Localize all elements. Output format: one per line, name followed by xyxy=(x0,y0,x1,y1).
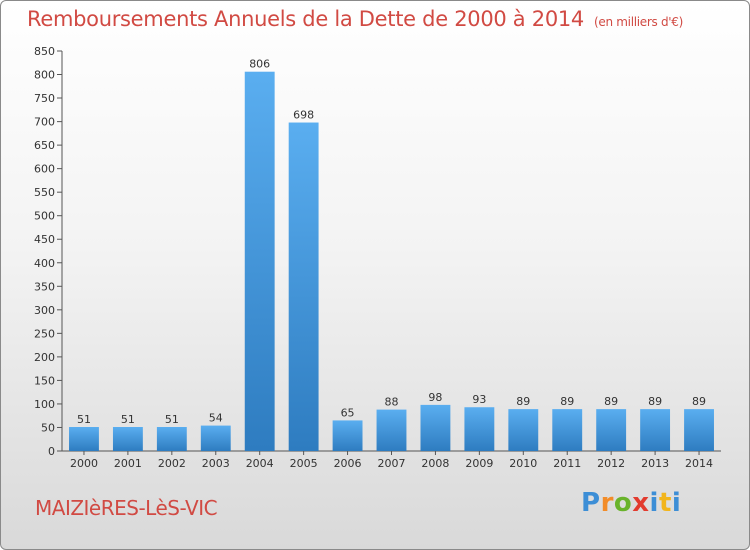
data-label: 51 xyxy=(165,413,179,426)
y-tick-label: 650 xyxy=(34,139,55,152)
y-tick-label: 500 xyxy=(34,210,55,223)
data-label: 54 xyxy=(209,412,223,425)
y-tick-label: 400 xyxy=(34,257,55,270)
bar-2010 xyxy=(508,409,539,451)
data-label: 89 xyxy=(648,395,662,408)
y-tick-label: 0 xyxy=(48,445,55,458)
x-tick-label: 2008 xyxy=(421,457,449,470)
x-tick-label: 2013 xyxy=(641,457,669,470)
data-label: 89 xyxy=(516,395,530,408)
logo-letter: x xyxy=(632,488,650,518)
y-tick-label: 200 xyxy=(34,351,55,364)
chart-title-text: Remboursements Annuels de la Dette de 20… xyxy=(27,7,584,31)
y-tick-label: 50 xyxy=(41,421,55,434)
bar-2000 xyxy=(69,427,99,451)
chart-title: Remboursements Annuels de la Dette de 20… xyxy=(27,7,683,31)
bar-2011 xyxy=(552,409,583,451)
x-tick-label: 2007 xyxy=(378,457,406,470)
bar-2014 xyxy=(684,409,714,451)
x-tick-label: 2004 xyxy=(246,457,274,470)
logo-letter: o xyxy=(613,488,633,518)
data-label: 89 xyxy=(560,395,574,408)
y-tick-label: 300 xyxy=(34,304,55,317)
proxiti-logo[interactable]: Proxiti xyxy=(581,488,681,518)
y-tick-label: 150 xyxy=(34,374,55,387)
data-label: 89 xyxy=(604,395,618,408)
chart-bars: 51 51 51 54 806 698 65 88 98 93 89 89 89 89 89 xyxy=(69,58,714,452)
chart-subtitle: (en milliers d'€) xyxy=(594,15,684,29)
x-tick-label: 2011 xyxy=(553,457,581,470)
x-tick-label: 2003 xyxy=(202,457,230,470)
bar-2008 xyxy=(420,404,451,451)
data-label: 93 xyxy=(472,393,486,406)
data-label: 51 xyxy=(121,413,135,426)
y-tick-label: 100 xyxy=(34,398,55,411)
x-tick-label: 2006 xyxy=(334,457,362,470)
y-tick-label: 800 xyxy=(34,69,55,82)
logo-letter: t xyxy=(658,488,672,518)
logo-letter: i xyxy=(649,488,659,518)
logo-letter: i xyxy=(671,488,682,518)
data-label: 98 xyxy=(428,391,442,404)
x-tick-label: 2002 xyxy=(158,457,186,470)
x-tick-label: 2001 xyxy=(114,457,142,470)
bar-2009 xyxy=(464,407,495,451)
bar-2013 xyxy=(640,409,671,451)
y-tick-label: 850 xyxy=(34,45,55,58)
bar-2012 xyxy=(596,409,627,451)
data-label: 806 xyxy=(249,58,270,71)
data-label: 698 xyxy=(293,109,314,122)
bar-2002 xyxy=(156,427,187,451)
bar-2006 xyxy=(332,420,363,451)
y-tick-label: 250 xyxy=(34,327,55,340)
y-tick-label: 750 xyxy=(34,92,55,105)
data-label: 51 xyxy=(77,413,91,426)
data-label: 65 xyxy=(341,406,355,419)
x-tick-label: 2014 xyxy=(685,457,713,470)
y-tick-label: 700 xyxy=(34,116,55,129)
logo-letter: P xyxy=(581,488,601,518)
y-tick-label: 600 xyxy=(34,163,55,176)
logo-letter: r xyxy=(600,488,614,518)
commune-name: MAIZIèRES-LèS-VIC xyxy=(35,496,218,520)
bar-2005 xyxy=(288,122,319,451)
data-label: 88 xyxy=(385,396,399,409)
x-tick-label: 2012 xyxy=(597,457,625,470)
y-tick-label: 350 xyxy=(34,280,55,293)
bar-2001 xyxy=(112,427,143,451)
bar-2003 xyxy=(200,425,231,451)
y-tick-label: 550 xyxy=(34,186,55,199)
x-tick-label: 2009 xyxy=(465,457,493,470)
x-tick-label: 2010 xyxy=(509,457,537,470)
bar-2007 xyxy=(376,409,407,451)
bar-2004 xyxy=(244,71,275,452)
y-tick-label: 450 xyxy=(34,233,55,246)
data-label: 89 xyxy=(692,395,706,408)
x-tick-label: 2000 xyxy=(70,457,98,470)
chart-axes: 0 50 100 150 200 250 300 350 400 450 500 550 600 650 7… xyxy=(34,45,721,470)
x-tick-label: 2005 xyxy=(290,457,318,470)
